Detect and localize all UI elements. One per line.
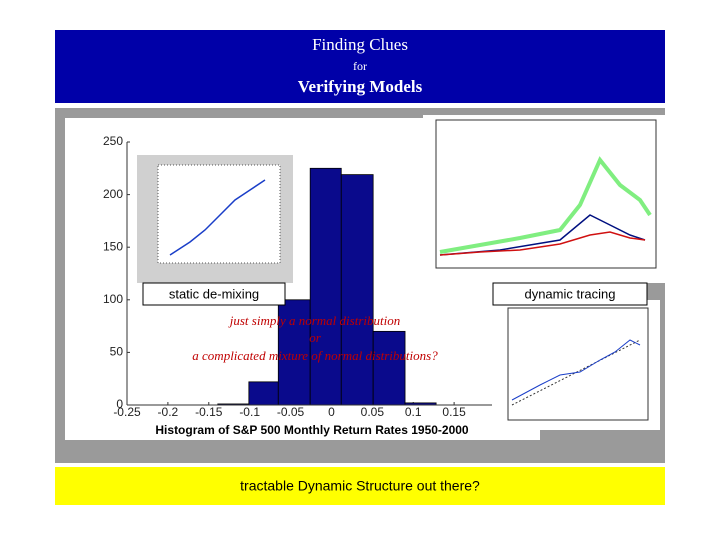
x-tick-label: -0.25 <box>113 405 141 419</box>
x-tick-label: 0 <box>328 405 335 419</box>
x-tick-label: -0.15 <box>195 405 223 419</box>
inset-frame <box>492 300 660 430</box>
y-tick-label: 250 <box>103 134 123 148</box>
x-tick-label: 0.05 <box>361 405 385 419</box>
label-box <box>142 282 286 306</box>
footer-band <box>55 467 665 505</box>
header-subtitle: Verifying Models <box>298 77 423 96</box>
left-label: static de-mixing <box>169 286 259 301</box>
inset-plot <box>507 307 649 421</box>
y-tick-label: 200 <box>103 187 123 201</box>
x-tick-label: 0.15 <box>442 405 466 419</box>
question-line: or <box>309 330 322 345</box>
x-tick-label: 0.1 <box>405 405 422 419</box>
question-line: a complicated mixture of normal distribu… <box>192 348 438 363</box>
inset-plot <box>157 164 281 264</box>
inset-line <box>169 179 266 256</box>
y-tick-label: 150 <box>103 239 123 253</box>
bar <box>277 299 311 406</box>
y-tick-label: 50 <box>110 345 124 359</box>
header-title: Finding Clues <box>312 35 408 54</box>
histogram: 0 50 100 150 200 250 -0.25 -0.2 -0.15 -0.1 -0.05 0 0… <box>103 134 495 437</box>
x-tick-label: -0.2 <box>158 405 179 419</box>
bar <box>340 174 374 406</box>
inset-line <box>439 231 646 256</box>
qq-inset <box>137 155 293 283</box>
inset-frame <box>423 115 665 283</box>
inset-line <box>439 156 652 254</box>
bar <box>248 381 279 406</box>
y-tick-label: 0 <box>116 397 123 411</box>
x-tick-label: -0.1 <box>239 405 260 419</box>
x-tick-label: -0.05 <box>277 405 305 419</box>
inset-plot <box>435 119 657 269</box>
header-band <box>55 30 665 103</box>
label-box <box>492 282 648 306</box>
bar <box>372 330 406 406</box>
trend-inset <box>492 300 660 430</box>
inset-line <box>511 339 641 401</box>
x-axis-title: Histogram of S&P 500 Monthly Return Rate… <box>155 423 469 437</box>
inset-line <box>439 214 646 256</box>
right-label: dynamic tracing <box>524 286 615 301</box>
series-inset <box>423 115 665 283</box>
question-line: just simply a normal distribution <box>228 313 400 328</box>
y-tick-label: 100 <box>103 292 123 306</box>
bar <box>309 167 342 406</box>
header-connector: for <box>353 59 367 73</box>
footer-text: tractable Dynamic Structure out there? <box>240 478 480 494</box>
